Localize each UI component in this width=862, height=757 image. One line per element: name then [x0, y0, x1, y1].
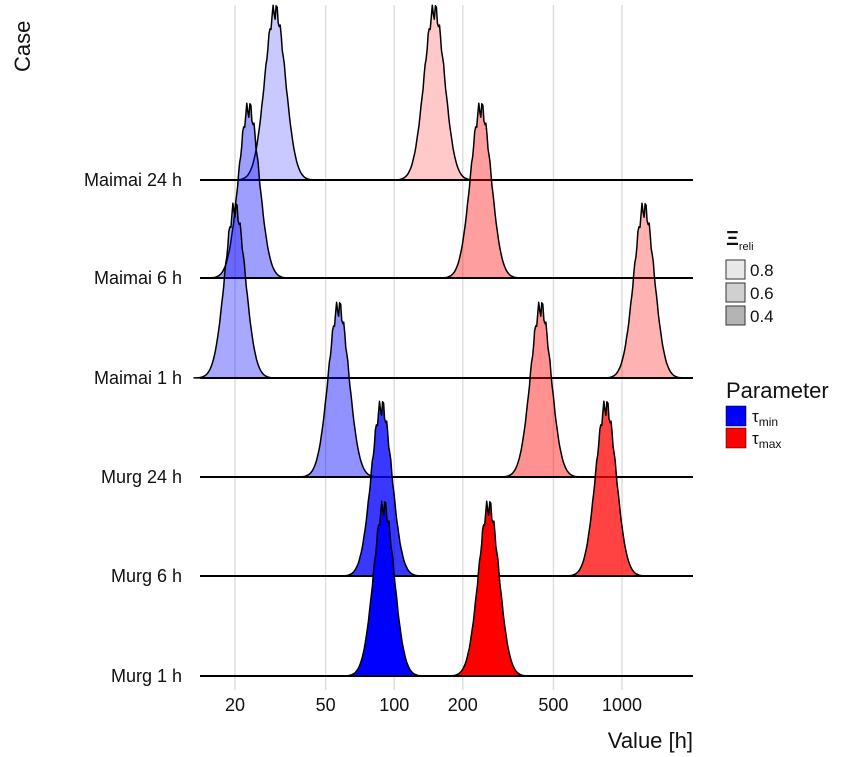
reliability-legend-entries: 0.8 0.6 0.4: [725, 259, 774, 326]
x-tick-label-20: 20: [225, 695, 245, 715]
parameter-label-min: τmin: [752, 407, 778, 429]
density-tau-max: [392, 4, 477, 181]
parameter-label-max: τmax: [752, 429, 781, 451]
y-tick-labels: Murg 1 h Murg 6 h Murg 24 h Maimai 1 h Maima…: [84, 170, 182, 686]
x-tick-label-200: 200: [448, 695, 478, 715]
reliability-legend: Ξreli 0.8 0.6 0.4: [725, 228, 774, 326]
parameter-subscript: min: [759, 415, 778, 429]
case-label-murg-24-h: Murg 24 h: [101, 467, 182, 487]
case-label-murg-6-h: Murg 6 h: [111, 566, 182, 586]
reliability-label-0.4: 0.4: [750, 307, 774, 326]
reliability-legend-title: Ξreli: [726, 228, 754, 253]
x-tick-label-500: 500: [538, 695, 568, 715]
reliability-swatch-0.8: [725, 259, 746, 280]
case-label-maimai-24-h: Maimai 24 h: [84, 170, 182, 190]
x-tick-label-100: 100: [379, 695, 409, 715]
reliability-legend-subscript: reli: [739, 241, 754, 253]
case-label-murg-1-h: Murg 1 h: [111, 666, 182, 686]
density-tau-min: [233, 4, 317, 181]
parameter-symbol: τ: [752, 407, 759, 426]
density-tau-min: [193, 202, 277, 379]
density-tau-min: [296, 301, 381, 478]
ridge-row-maimai-1-h: [193, 202, 693, 379]
x-axis-title: Value [h]: [608, 728, 693, 753]
x-tick-label-50: 50: [316, 695, 336, 715]
ridge-row-maimai-24-h: [200, 4, 693, 181]
density-tau-min: [339, 400, 424, 577]
parameter-legend-title: Parameter: [726, 378, 829, 403]
density-tau-max: [602, 202, 686, 379]
density-tau-max: [499, 301, 583, 478]
case-label-maimai-1-h: Maimai 1 h: [94, 368, 182, 388]
parameter-swatch-min: [725, 405, 747, 427]
parameter-subscript: max: [759, 437, 782, 451]
ridge-row-maimai-6-h: [200, 102, 693, 279]
reliability-legend-symbol: Ξ: [726, 228, 739, 250]
parameter-swatch-max: [725, 427, 747, 449]
parameter-symbol: τ: [752, 429, 759, 448]
reliability-label-0.8: 0.8: [750, 261, 774, 280]
density-tau-min: [342, 500, 426, 677]
density-tau-min: [207, 102, 291, 279]
ridge-row-murg-6-h: [200, 400, 693, 577]
x-tick-label-1000: 1000: [602, 695, 642, 715]
reliability-swatch-0.4: [725, 305, 746, 326]
ridge-row-murg-1-h: [200, 500, 693, 677]
density-tau-max: [446, 500, 531, 677]
reliability-swatch-0.6: [725, 282, 746, 303]
case-label-maimai-6-h: Maimai 6 h: [94, 268, 182, 288]
ridge-row-murg-24-h: [200, 301, 693, 478]
ridge-layer: [193, 4, 693, 677]
density-tau-max: [564, 400, 648, 577]
reliability-label-0.6: 0.6: [750, 284, 774, 303]
density-tau-max: [439, 102, 523, 279]
y-axis-title: Case: [10, 21, 35, 72]
x-tick-labels: 20 50 100 200 500 1000: [225, 695, 642, 715]
